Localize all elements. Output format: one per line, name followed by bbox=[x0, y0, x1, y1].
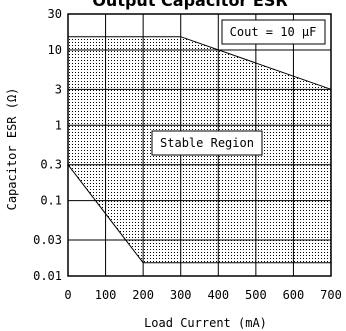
x-tick-label: 400 bbox=[207, 288, 229, 302]
x-tick-label: 200 bbox=[132, 288, 154, 302]
x-tick-label: 600 bbox=[283, 288, 305, 302]
x-tick-label: 100 bbox=[95, 288, 117, 302]
y-tick-label: 3 bbox=[55, 82, 62, 96]
x-tick-label: 0 bbox=[64, 288, 71, 302]
region-label-box bbox=[151, 130, 263, 156]
y-tick-label: 1 bbox=[55, 118, 62, 132]
region-label: Stable Region bbox=[160, 136, 254, 150]
y-tick-label: 0.1 bbox=[40, 194, 62, 208]
y-tick-label: 0.03 bbox=[33, 233, 62, 247]
chart-title: Output Capacitor ESR bbox=[92, 0, 287, 10]
y-tick-label: 30 bbox=[48, 7, 62, 21]
x-tick-labels: 0 100 200 300 400 500 600 700 bbox=[64, 288, 341, 302]
annotation-box bbox=[221, 19, 326, 45]
x-axis-label: Load Current (mA) bbox=[144, 316, 267, 330]
y-tick-labels: 30 10 3 1 0.3 0.1 0.03 0.01 bbox=[33, 7, 62, 283]
y-tick-label: 10 bbox=[48, 43, 62, 57]
y-axis-label: Capacitor ESR (Ω) bbox=[5, 88, 19, 211]
x-tick-label: 700 bbox=[320, 288, 342, 302]
y-tick-label: 0.3 bbox=[40, 158, 62, 172]
y-tick-label: 0.01 bbox=[33, 269, 62, 283]
annotation-text: Cout = 10 μF bbox=[230, 25, 317, 39]
x-tick-label: 300 bbox=[170, 288, 192, 302]
x-tick-label: 500 bbox=[245, 288, 267, 302]
plot-frame bbox=[67, 13, 332, 277]
